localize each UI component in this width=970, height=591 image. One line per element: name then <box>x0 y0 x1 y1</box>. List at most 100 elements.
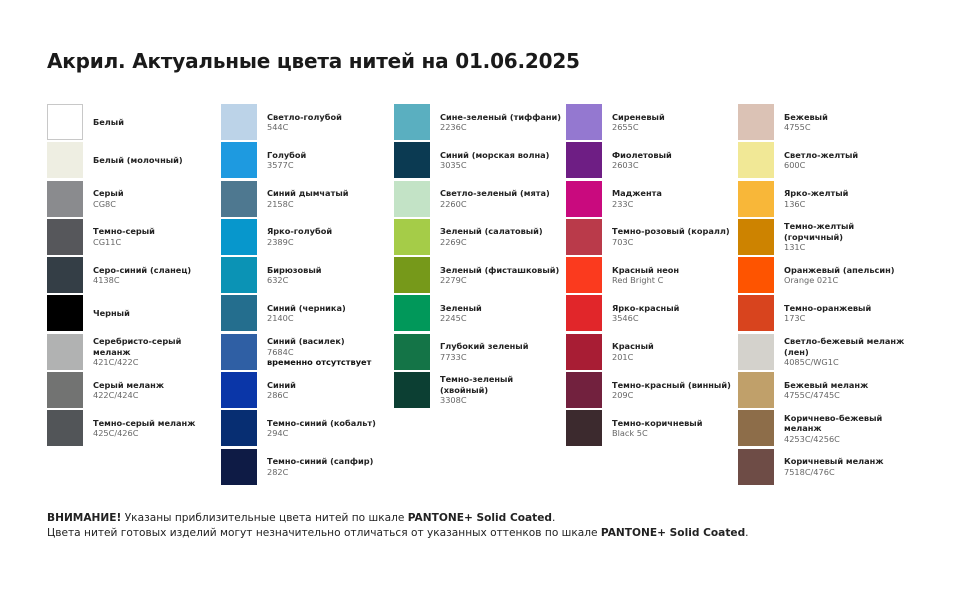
color-item: Светло-голубой 544C <box>221 104 391 142</box>
color-swatch <box>221 372 257 409</box>
color-name: Синий <box>267 379 296 390</box>
color-item: Темно-коричневый Black 5C <box>566 410 736 448</box>
pantone-code: 209C <box>612 390 634 401</box>
pantone-code: 136C <box>784 198 806 209</box>
color-label: Серебристо-серый меланж 421C/422C <box>93 334 217 370</box>
color-item: Зеленый (фисташковый) 2279C <box>394 257 564 295</box>
color-swatch <box>738 142 774 179</box>
color-name: Серый меланж <box>93 379 164 390</box>
color-item: Бежевый меланж 4755C/4745C <box>738 372 908 410</box>
color-name: Синий дымчатый <box>267 188 349 199</box>
color-swatch <box>738 257 774 294</box>
color-swatch <box>566 372 602 409</box>
color-swatch <box>394 372 430 409</box>
pantone-code: 2236C <box>440 122 467 132</box>
color-swatch <box>394 218 430 255</box>
color-swatch <box>566 180 602 217</box>
color-item: Синий (морская волна) 3035C <box>394 142 564 180</box>
pantone-code: 2279C <box>440 275 467 286</box>
color-label: Глубокий зеленый 7733C <box>440 334 528 370</box>
color-name: Темно-синий (кобальт) <box>267 417 376 428</box>
color-label: Бирюзовый 632C <box>267 257 322 293</box>
color-name: Голубой <box>267 149 307 160</box>
color-name: Белый (молочный) <box>93 155 183 166</box>
color-label: Синий (морская волна) 3035C <box>440 142 549 178</box>
color-item: Темно-оранжевый 173C <box>738 295 908 333</box>
color-name: Синий (морская волна) <box>440 149 550 160</box>
color-name: Глубокий зеленый <box>440 341 529 352</box>
color-item: Ярко-голубой 2389C <box>221 218 391 257</box>
color-label: Темно-серый меланж 425C/426C <box>93 410 195 446</box>
color-swatch <box>566 333 602 370</box>
color-label: Темно-розовый (коралл) 703C <box>612 219 730 255</box>
color-column: Светло-голубой 544C Голубой 3577C Синий дымч… <box>221 104 391 487</box>
color-item: Темно-розовый (коралл) 703C <box>566 218 736 257</box>
color-name: Маджента <box>612 188 662 199</box>
color-label: Оранжевый (апельсин) Orange 021C <box>784 257 895 293</box>
color-item: Светло-зеленый (мята) 2260C <box>394 180 564 219</box>
color-label: Темно-зеленый (хвойный) 3308C <box>440 372 564 408</box>
color-swatch <box>47 142 83 179</box>
color-swatch <box>47 257 83 294</box>
color-label: Коричнево-бежевый меланж 4253C/4256C <box>784 410 908 446</box>
color-label: Черный <box>93 295 130 331</box>
color-name: Светло-зеленый (мята) <box>440 188 550 199</box>
footer-text: . <box>745 527 749 539</box>
color-item: Темно-желтый (горчичный) 131C <box>738 218 908 257</box>
color-name: Синий (василек) <box>267 336 345 347</box>
color-name: Бежевый <box>784 111 828 122</box>
pantone-code: 544C <box>267 122 289 132</box>
pantone-code: 2655C <box>612 122 639 132</box>
pantone-code: 4138C <box>93 275 120 286</box>
color-name: Красный <box>612 341 654 352</box>
color-item: Синий 286C <box>221 372 391 410</box>
color-item: Серебристо-серый меланж 421C/422C <box>47 333 217 372</box>
pantone-code: CG8C <box>93 198 116 209</box>
color-swatch <box>566 218 602 255</box>
pantone-code: 2245C <box>440 313 467 324</box>
color-swatch <box>47 372 83 409</box>
color-swatch <box>394 180 430 217</box>
color-swatch <box>566 257 602 294</box>
color-swatch <box>221 295 257 332</box>
color-item: Синий (черника) 2140C <box>221 295 391 333</box>
color-swatch <box>221 180 257 217</box>
color-item: Синий (василек) 7684C временно отсутствует <box>221 333 391 372</box>
pantone-code: 3035C <box>440 160 467 171</box>
color-swatch <box>738 295 774 332</box>
color-label: Сиреневый 2655C <box>612 104 665 140</box>
color-name: Сине-зеленый (тиффани) <box>440 111 561 122</box>
pantone-code: 201C <box>612 351 634 362</box>
color-label: Голубой 3577C <box>267 142 306 178</box>
color-name: Сиреневый <box>612 111 665 122</box>
color-item: Голубой 3577C <box>221 142 391 180</box>
footer-text: Указаны приблизительные цвета нитей по ш… <box>121 512 408 524</box>
color-label: Серый меланж 422C/424C <box>93 372 164 408</box>
color-label: Светло-зеленый (мята) 2260C <box>440 181 550 217</box>
pantone-code: 4755C <box>784 122 811 132</box>
color-item: Темно-синий (кобальт) 294C <box>221 410 391 448</box>
color-label: Темно-оранжевый 173C <box>784 295 871 331</box>
color-swatch <box>221 104 257 140</box>
pantone-code: 2260C <box>440 198 467 209</box>
color-swatch <box>738 333 774 370</box>
color-item: Светло-желтый 600C <box>738 142 908 180</box>
color-item: Зеленый 2245C <box>394 295 564 333</box>
footer-line-2: Цвета нитей готовых изделий могут незнач… <box>47 526 749 541</box>
color-item: Темно-серый CG11C <box>47 218 217 257</box>
color-name: Темно-красный (винный) <box>612 379 731 390</box>
availability-note: временно отсутствует <box>267 357 372 368</box>
pantone-code: 7733C <box>440 351 467 362</box>
color-name: Темно-оранжевый <box>784 302 872 313</box>
color-label: Зеленый (фисташковый) 2279C <box>440 257 559 293</box>
color-label: Серо-синий (сланец) 4138C <box>93 257 191 293</box>
color-name: Синий (черника) <box>267 302 346 313</box>
color-swatch <box>47 104 83 140</box>
color-name: Темно-коричневый <box>612 417 703 428</box>
color-name: Темно-серый меланж <box>93 417 196 428</box>
pantone-code: Red Bright C <box>612 275 664 286</box>
color-label: Темно-синий (сапфир) 282C <box>267 449 373 485</box>
color-swatch <box>738 180 774 217</box>
color-name: Ярко-голубой <box>267 226 333 237</box>
color-item: Сиреневый 2655C <box>566 104 736 142</box>
